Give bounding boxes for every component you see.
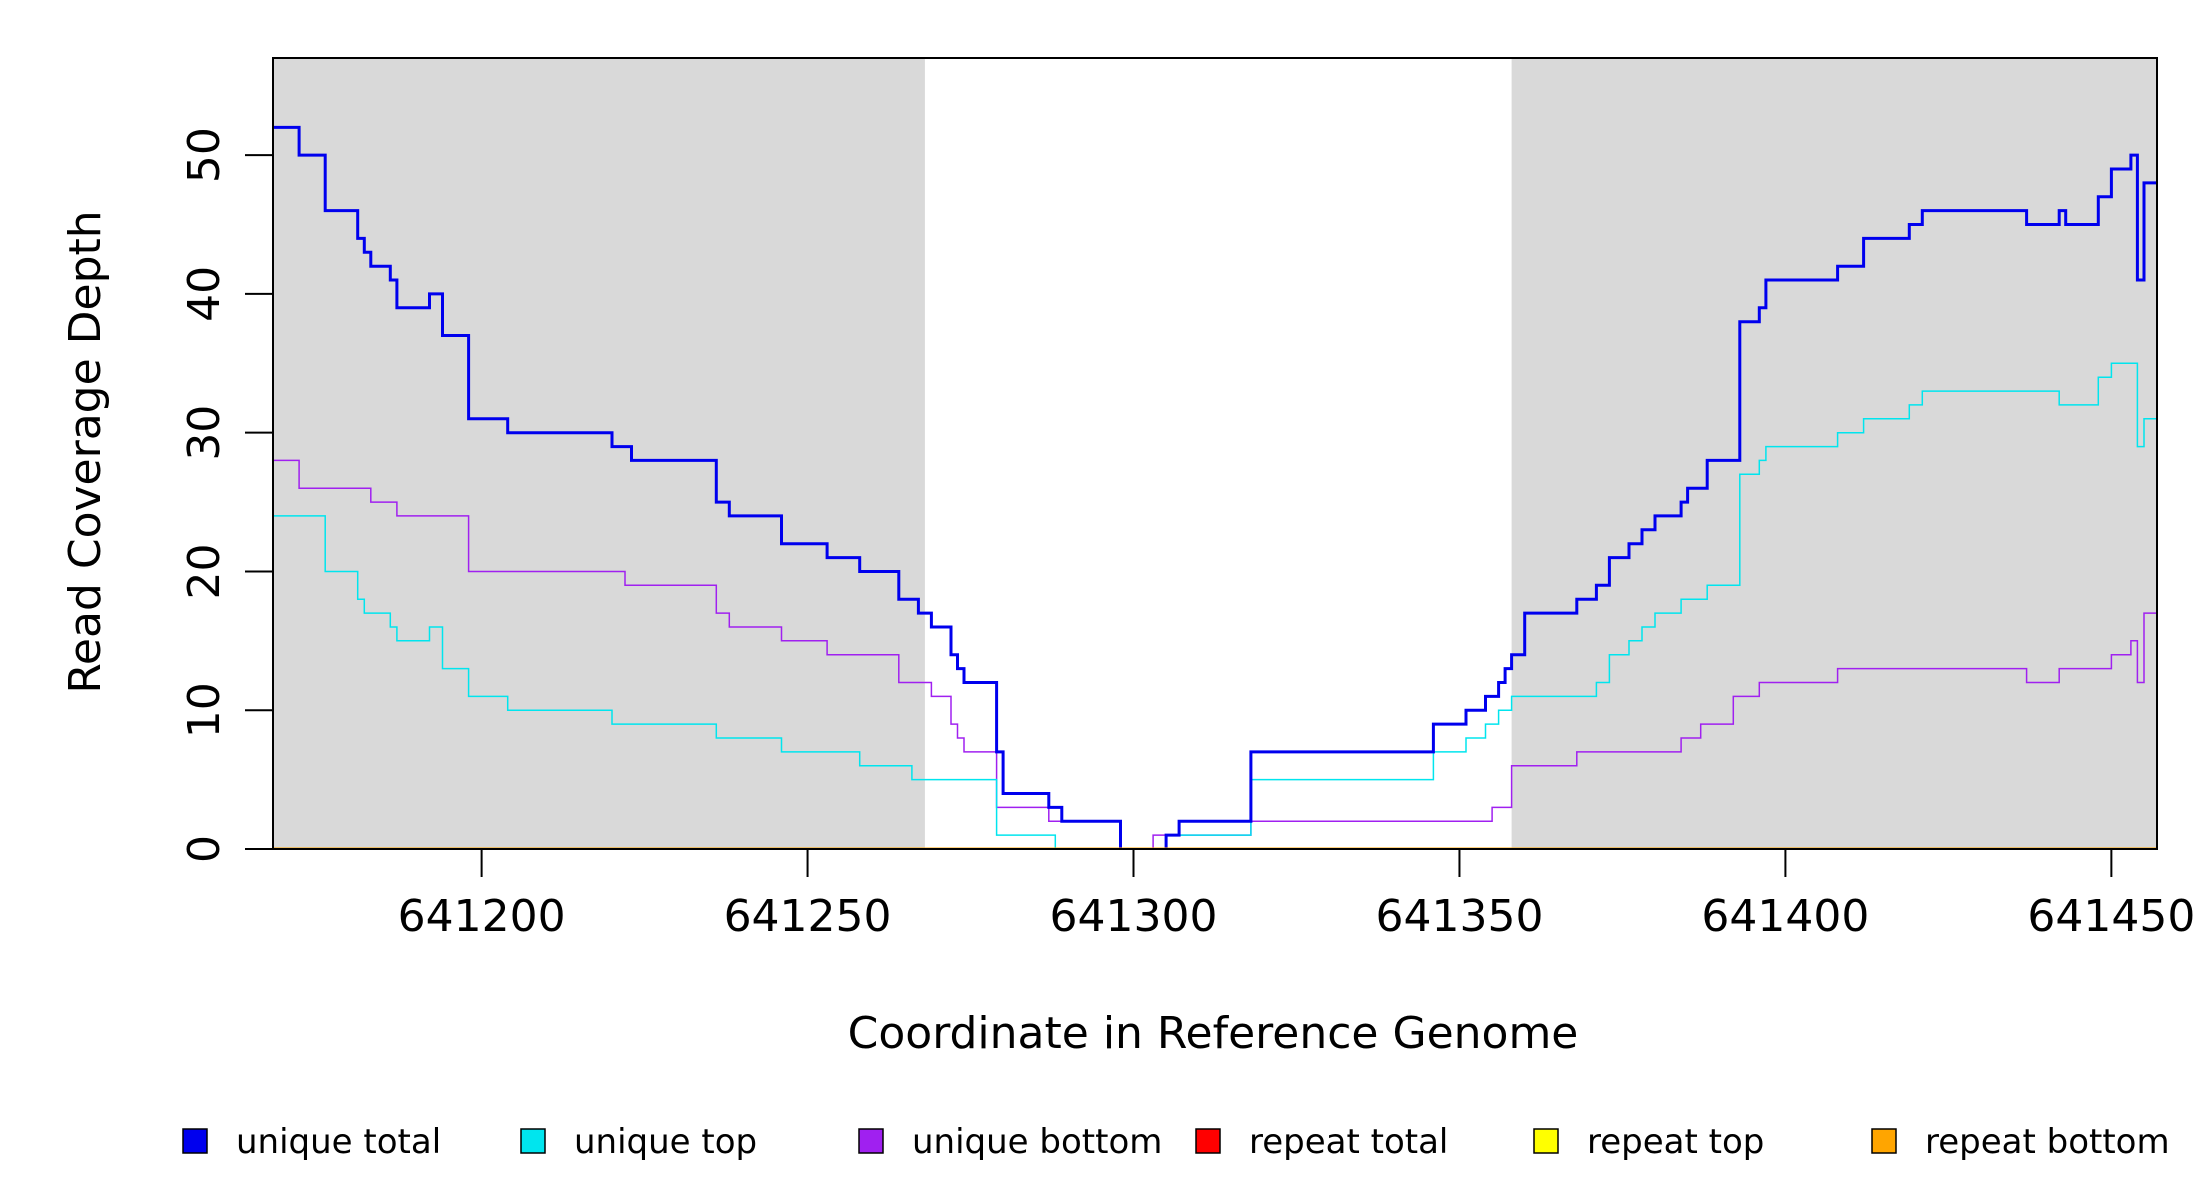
legend-swatch-unique-total <box>182 1128 208 1154</box>
legend-swatch-unique-top <box>520 1128 546 1154</box>
y-tick-label: 40 <box>179 266 230 322</box>
y-tick-label: 0 <box>179 835 230 863</box>
shaded-region-1 <box>273 58 925 849</box>
y-axis-label: Read Coverage Depth <box>60 210 111 693</box>
shaded-regions <box>273 58 2157 849</box>
x-axis-label: Coordinate in Reference Genome <box>848 1008 1579 1059</box>
series-lines <box>273 125 2157 849</box>
x-tick-label: 641250 <box>724 891 892 942</box>
legend-label-repeat-bottom: repeat bottom <box>1925 1122 2170 1162</box>
x-tick-label: 641400 <box>1701 891 1869 942</box>
x-axis: 641200 641250 641300 641350 641400 641450 <box>398 849 2195 942</box>
x-tick-label: 641200 <box>398 891 566 942</box>
legend-swatch-repeat-total <box>1195 1128 1221 1154</box>
y-tick-label: 50 <box>179 127 230 183</box>
legend-label-repeat-top: repeat top <box>1587 1122 1764 1162</box>
legend-label-unique-total: unique total <box>236 1122 441 1162</box>
y-axis: 0 10 20 30 40 50 <box>179 127 273 863</box>
legend-swatch-unique-bottom <box>858 1128 884 1154</box>
series-line-unique-total <box>273 125 2157 849</box>
x-tick-label: 641450 <box>2027 891 2195 942</box>
legend-swatch-repeat-bottom <box>1871 1128 1897 1154</box>
y-tick-label: 10 <box>179 682 230 738</box>
shaded-region-2 <box>1511 58 2157 849</box>
legend-label-repeat-total: repeat total <box>1249 1122 1448 1162</box>
legend-swatch-repeat-top <box>1533 1128 1559 1154</box>
plot-frame <box>272 57 2158 850</box>
x-tick-label: 641300 <box>1050 891 1218 942</box>
y-tick-label: 20 <box>179 543 230 599</box>
legend-label-unique-bottom: unique bottom <box>912 1122 1162 1162</box>
series-line-unique-top <box>273 362 2157 849</box>
legend: unique total unique top unique bottom repea… <box>182 1122 2170 1162</box>
legend-label-unique-top: unique top <box>574 1122 757 1162</box>
y-tick-label: 30 <box>179 405 230 461</box>
x-tick-label: 641350 <box>1375 891 1543 942</box>
